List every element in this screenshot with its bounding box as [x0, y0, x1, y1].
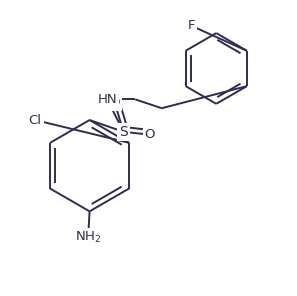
- Text: HN: HN: [97, 93, 117, 106]
- Text: Cl: Cl: [29, 113, 42, 126]
- Text: O: O: [109, 96, 120, 109]
- Text: O: O: [145, 128, 155, 141]
- Text: NH$_2$: NH$_2$: [75, 230, 101, 245]
- Text: S: S: [119, 125, 128, 139]
- Text: F: F: [187, 19, 195, 32]
